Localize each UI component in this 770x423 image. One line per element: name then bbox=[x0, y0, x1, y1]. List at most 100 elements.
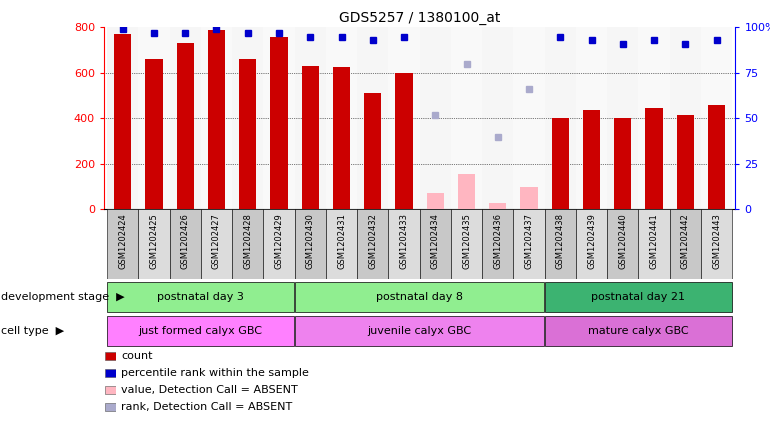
Bar bbox=[105, 352, 116, 360]
Bar bbox=[232, 27, 263, 209]
Bar bbox=[552, 118, 569, 209]
Text: GSM1202437: GSM1202437 bbox=[524, 213, 534, 269]
Bar bbox=[670, 27, 701, 209]
Text: GSM1202441: GSM1202441 bbox=[650, 213, 658, 269]
Text: postnatal day 21: postnatal day 21 bbox=[591, 292, 685, 302]
Bar bbox=[326, 27, 357, 209]
Bar bbox=[576, 27, 608, 209]
Text: GSM1202424: GSM1202424 bbox=[119, 213, 127, 269]
Text: GSM1202433: GSM1202433 bbox=[400, 213, 409, 269]
Bar bbox=[514, 27, 544, 209]
Text: mature calyx GBC: mature calyx GBC bbox=[588, 326, 688, 336]
Bar bbox=[107, 282, 294, 312]
Bar bbox=[458, 174, 475, 209]
Bar bbox=[176, 44, 194, 209]
Bar bbox=[489, 203, 507, 209]
Bar bbox=[357, 209, 388, 279]
Bar bbox=[139, 27, 169, 209]
Bar bbox=[614, 118, 631, 209]
Bar bbox=[638, 27, 670, 209]
Bar bbox=[326, 209, 357, 279]
Text: value, Detection Call = ABSENT: value, Detection Call = ABSENT bbox=[121, 385, 298, 395]
Text: just formed calyx GBC: just formed calyx GBC bbox=[139, 326, 263, 336]
Text: GSM1202439: GSM1202439 bbox=[587, 213, 596, 269]
Text: GSM1202432: GSM1202432 bbox=[368, 213, 377, 269]
Bar bbox=[451, 27, 482, 209]
Text: GSM1202434: GSM1202434 bbox=[430, 213, 440, 269]
Text: development stage  ▶: development stage ▶ bbox=[1, 292, 125, 302]
Bar bbox=[105, 386, 116, 394]
Bar bbox=[263, 27, 295, 209]
Bar bbox=[521, 187, 537, 209]
Text: count: count bbox=[121, 351, 152, 361]
Bar bbox=[146, 59, 162, 209]
Text: GSM1202430: GSM1202430 bbox=[306, 213, 315, 269]
Text: GSM1202426: GSM1202426 bbox=[181, 213, 189, 269]
Bar bbox=[169, 27, 201, 209]
Bar bbox=[544, 209, 576, 279]
Bar bbox=[107, 316, 294, 346]
Text: GSM1202425: GSM1202425 bbox=[149, 213, 159, 269]
Text: GSM1202431: GSM1202431 bbox=[337, 213, 346, 269]
Text: GSM1202438: GSM1202438 bbox=[556, 213, 565, 269]
Bar bbox=[544, 316, 732, 346]
Bar bbox=[105, 403, 116, 411]
Bar bbox=[420, 209, 451, 279]
Bar bbox=[107, 209, 139, 279]
Bar bbox=[420, 27, 451, 209]
Text: GSM1202428: GSM1202428 bbox=[243, 213, 253, 269]
Text: cell type  ▶: cell type ▶ bbox=[1, 326, 64, 336]
Bar bbox=[169, 209, 201, 279]
Bar bbox=[333, 67, 350, 209]
Bar bbox=[608, 27, 638, 209]
Bar bbox=[544, 27, 576, 209]
Bar bbox=[427, 193, 444, 209]
Bar bbox=[608, 209, 638, 279]
Bar bbox=[701, 209, 732, 279]
Bar bbox=[239, 59, 256, 209]
Text: GSM1202429: GSM1202429 bbox=[274, 213, 283, 269]
Bar bbox=[139, 209, 169, 279]
Bar bbox=[482, 209, 514, 279]
Text: GSM1202440: GSM1202440 bbox=[618, 213, 628, 269]
Bar bbox=[364, 93, 381, 209]
Bar bbox=[232, 209, 263, 279]
Text: GSM1202435: GSM1202435 bbox=[462, 213, 471, 269]
Title: GDS5257 / 1380100_at: GDS5257 / 1380100_at bbox=[339, 11, 500, 25]
Text: GSM1202443: GSM1202443 bbox=[712, 213, 721, 269]
Text: GSM1202427: GSM1202427 bbox=[212, 213, 221, 269]
Bar bbox=[451, 209, 482, 279]
Bar bbox=[208, 30, 225, 209]
Text: postnatal day 3: postnatal day 3 bbox=[157, 292, 244, 302]
Text: postnatal day 8: postnatal day 8 bbox=[376, 292, 463, 302]
Bar bbox=[270, 37, 287, 209]
Text: GSM1202442: GSM1202442 bbox=[681, 213, 690, 269]
Bar bbox=[105, 369, 116, 377]
Bar bbox=[677, 115, 694, 209]
Bar bbox=[295, 209, 326, 279]
Bar bbox=[295, 27, 326, 209]
Bar bbox=[357, 27, 388, 209]
Bar bbox=[114, 34, 132, 209]
Bar bbox=[708, 105, 725, 209]
Bar bbox=[701, 27, 732, 209]
Bar bbox=[670, 209, 701, 279]
Bar bbox=[396, 73, 413, 209]
Bar bbox=[388, 27, 420, 209]
Bar bbox=[201, 27, 232, 209]
Text: juvenile calyx GBC: juvenile calyx GBC bbox=[367, 326, 471, 336]
Bar bbox=[201, 209, 232, 279]
Bar bbox=[302, 66, 319, 209]
Bar bbox=[295, 282, 544, 312]
Text: GSM1202436: GSM1202436 bbox=[494, 213, 502, 269]
Bar bbox=[482, 27, 514, 209]
Bar bbox=[388, 209, 420, 279]
Bar bbox=[638, 209, 670, 279]
Bar bbox=[107, 27, 139, 209]
Bar bbox=[514, 209, 544, 279]
Bar bbox=[544, 282, 732, 312]
Bar bbox=[263, 209, 295, 279]
Bar bbox=[583, 110, 600, 209]
Bar bbox=[576, 209, 608, 279]
Bar bbox=[295, 316, 544, 346]
